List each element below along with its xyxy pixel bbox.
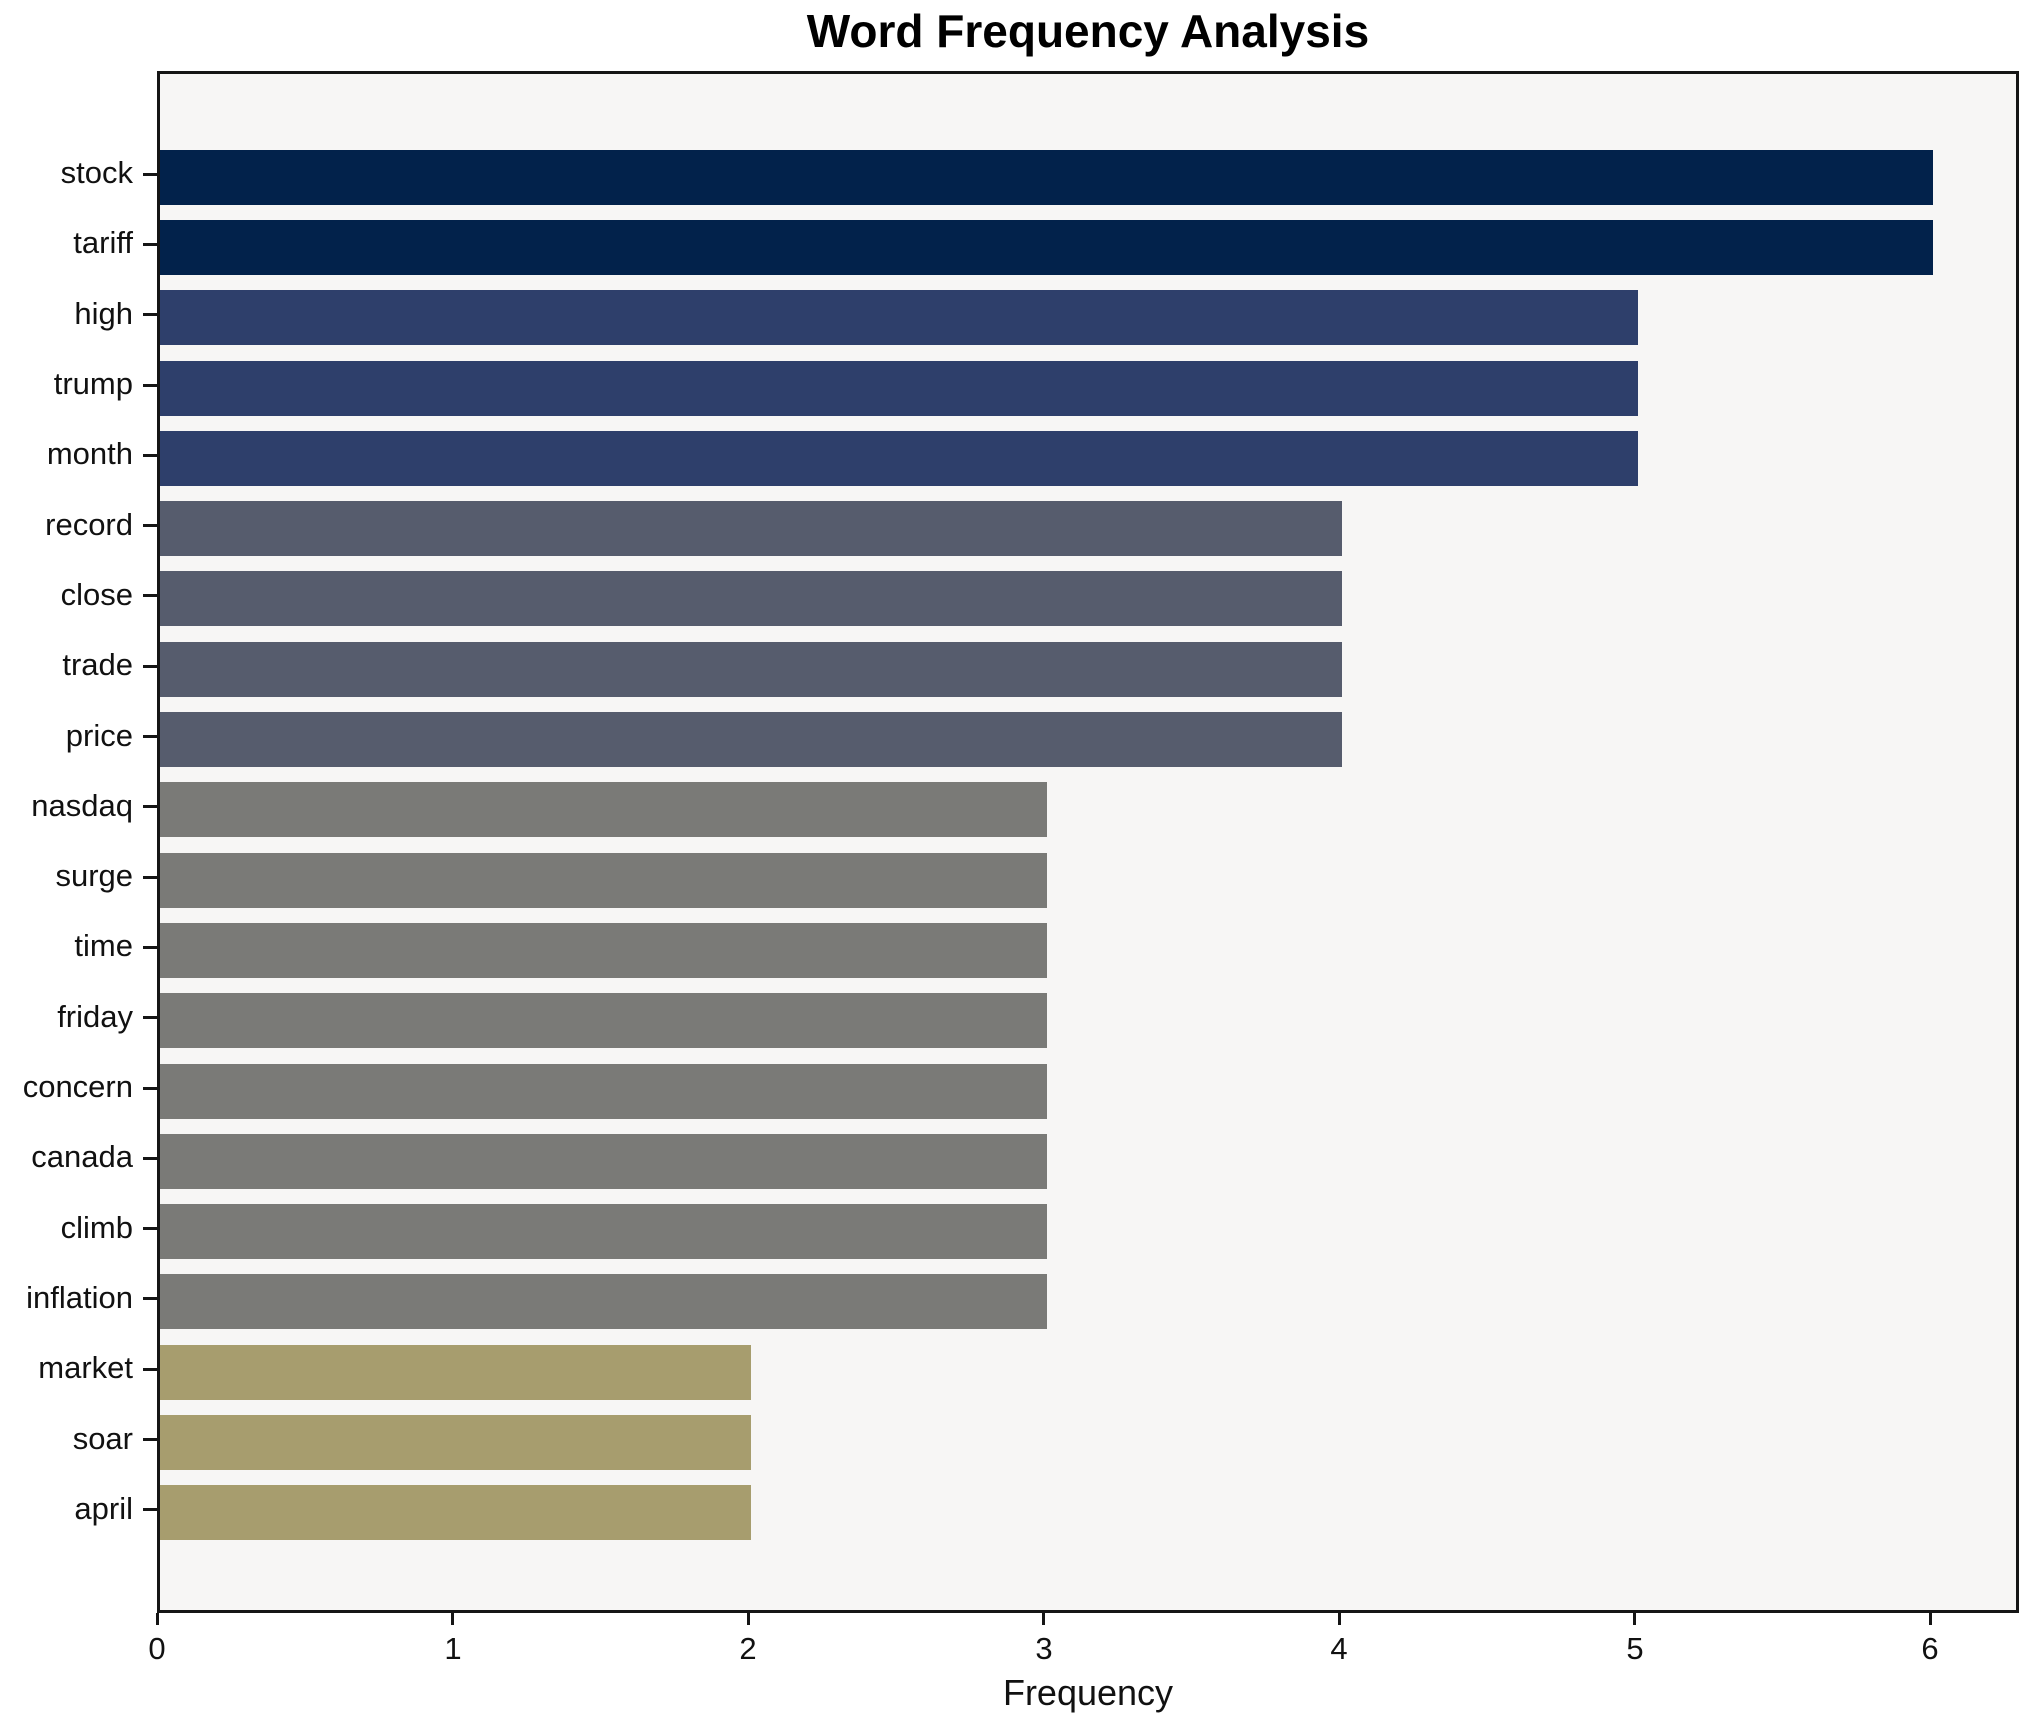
bar-stock xyxy=(160,150,1933,205)
bar-concern xyxy=(160,1064,1047,1119)
bar-friday xyxy=(160,993,1047,1048)
y-tick-label: trade xyxy=(62,647,133,682)
y-tick-label: price xyxy=(65,718,133,753)
y-tick-mark xyxy=(143,454,157,457)
bar-close xyxy=(160,571,1342,626)
plot-area xyxy=(157,71,2019,1613)
y-tick-mark xyxy=(143,313,157,316)
y-tick-label: climb xyxy=(60,1210,133,1245)
y-tick-label: soar xyxy=(72,1421,133,1456)
bar-month xyxy=(160,431,1638,486)
y-tick-mark xyxy=(143,1087,157,1090)
y-tick-mark xyxy=(143,665,157,668)
y-tick-label: nasdaq xyxy=(31,788,133,823)
y-tick-mark xyxy=(143,524,157,527)
bar-record xyxy=(160,501,1342,556)
x-tick-label: 3 xyxy=(1035,1631,1053,1666)
y-tick-mark xyxy=(143,1368,157,1371)
y-tick-label: month xyxy=(46,436,133,471)
y-tick-label: tariff xyxy=(73,225,133,260)
y-tick-mark xyxy=(143,946,157,949)
y-tick-mark xyxy=(143,1508,157,1511)
y-tick-label: trump xyxy=(53,366,133,401)
bar-soar xyxy=(160,1415,751,1470)
bar-high xyxy=(160,290,1638,345)
y-tick-label: high xyxy=(74,296,133,331)
bar-tariff xyxy=(160,220,1933,275)
y-tick-mark xyxy=(143,173,157,176)
x-tick-label: 1 xyxy=(444,1631,462,1666)
y-tick-label: record xyxy=(45,507,133,542)
y-tick-mark xyxy=(143,735,157,738)
x-tick-mark xyxy=(747,1613,750,1625)
y-tick-mark xyxy=(143,1227,157,1230)
bar-market xyxy=(160,1345,751,1400)
x-axis-label: Frequency xyxy=(1002,1672,1174,1713)
y-tick-label: surge xyxy=(55,858,133,893)
y-tick-label: concern xyxy=(22,1069,133,1104)
y-tick-mark xyxy=(143,805,157,808)
y-tick-label: close xyxy=(60,577,133,612)
x-tick-label: 2 xyxy=(739,1631,757,1666)
bar-price xyxy=(160,712,1342,767)
y-tick-label: market xyxy=(38,1350,133,1385)
bar-inflation xyxy=(160,1274,1047,1329)
x-tick-mark xyxy=(451,1613,454,1625)
y-tick-label: time xyxy=(74,928,133,963)
x-tick-label: 4 xyxy=(1330,1631,1348,1666)
x-tick-mark xyxy=(1338,1613,1341,1625)
y-tick-mark xyxy=(143,243,157,246)
y-tick-mark xyxy=(143,1016,157,1019)
bar-trump xyxy=(160,361,1638,416)
y-tick-label: april xyxy=(74,1491,133,1526)
y-tick-mark xyxy=(143,1297,157,1300)
x-tick-mark xyxy=(1042,1613,1045,1625)
y-tick-label: canada xyxy=(31,1139,133,1174)
x-tick-label: 0 xyxy=(148,1631,166,1666)
bar-climb xyxy=(160,1204,1047,1259)
y-tick-mark xyxy=(143,876,157,879)
chart-title: Word Frequency Analysis xyxy=(806,5,1370,57)
bar-canada xyxy=(160,1134,1047,1189)
x-tick-mark xyxy=(1633,1613,1636,1625)
y-tick-label: inflation xyxy=(26,1280,133,1315)
y-tick-mark xyxy=(143,1438,157,1441)
bar-april xyxy=(160,1485,751,1540)
bar-trade xyxy=(160,642,1342,697)
x-tick-mark xyxy=(156,1613,159,1625)
x-tick-mark xyxy=(1929,1613,1932,1625)
y-tick-label: stock xyxy=(60,155,133,190)
x-tick-label: 5 xyxy=(1626,1631,1644,1666)
y-tick-mark xyxy=(143,1157,157,1160)
y-tick-label: friday xyxy=(57,999,133,1034)
bar-surge xyxy=(160,853,1047,908)
bar-nasdaq xyxy=(160,782,1047,837)
y-tick-mark xyxy=(143,594,157,597)
x-tick-label: 6 xyxy=(1921,1631,1939,1666)
bar-time xyxy=(160,923,1047,978)
y-tick-mark xyxy=(143,384,157,387)
